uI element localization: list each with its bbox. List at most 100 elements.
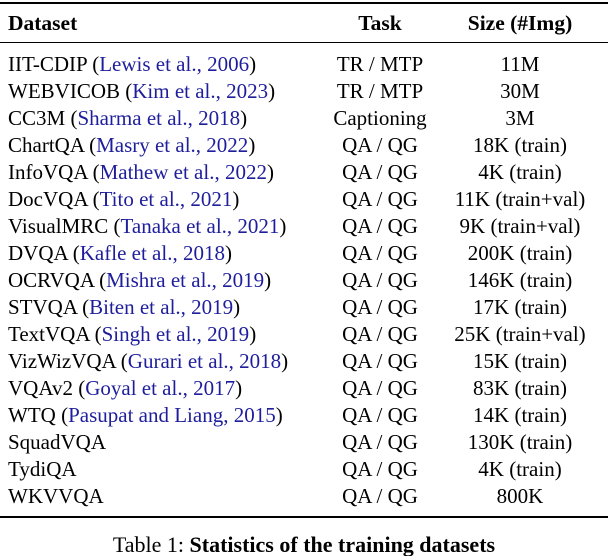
table-row: STVQA (Biten et al., 2019) QA / QG 17K (tr… [0,294,608,321]
dataset-name: OCRVQA [8,268,94,292]
task-cell: QA / QG [342,187,418,211]
dataset-name: IIT-CDIP [8,52,87,76]
citation-link[interactable]: Kim et al., 2023 [132,79,269,103]
dataset-cell: TextVQA (Singh et al., 2019) [8,322,257,346]
size-cell: 4K (train) [478,160,562,184]
table-row: VizWizVQA (Gurari et al., 2018) QA / QG 15… [0,348,608,375]
dataset-name: InfoVQA [8,160,88,184]
dataset-cell: STVQA (Biten et al., 2019) [8,295,241,319]
task-cell: QA / QG [342,457,418,481]
column-header-dataset: Dataset [0,3,328,43]
table-body: IIT-CDIP (Lewis et al., 2006) TR / MTP 11M… [0,43,608,518]
table-row: SquadVQA QA / QG 130K (train) [0,429,608,456]
citation-link[interactable]: Tanaka et al., 2021 [120,214,280,238]
citation-link[interactable]: Sharma et al., 2018 [77,106,241,130]
citation-link[interactable]: Mathew et al., 2022 [99,160,267,184]
dataset-name: VQAv2 [8,376,73,400]
size-cell: 11K (train+val) [454,187,586,211]
table-row: TydiQA QA / QG 4K (train) [0,456,608,483]
task-cell: QA / QG [342,241,418,265]
table-row: VQAv2 (Goyal et al., 2017) QA / QG 83K (tr… [0,375,608,402]
dataset-name: WTQ [8,403,56,427]
dataset-cell: InfoVQA (Mathew et al., 2022) [8,160,274,184]
table-row: TextVQA (Singh et al., 2019) QA / QG 25K (… [0,321,608,348]
task-cell: QA / QG [342,160,418,184]
citation-link[interactable]: Singh et al., 2019 [101,322,250,346]
column-header-size: Size (#Img) [432,3,608,43]
dataset-name: DVQA [8,241,68,265]
citation-link[interactable]: Biten et al., 2019 [89,295,234,319]
task-cell: QA / QG [342,295,418,319]
citation-link[interactable]: Lewis et al., 2006 [99,52,250,76]
task-cell: QA / QG [342,268,418,292]
caption-title: Statistics of the training datasets [189,532,496,556]
dataset-name: STVQA [8,295,77,319]
task-cell: QA / QG [342,349,418,373]
dataset-cell: VisualMRC (Tanaka et al., 2021) [8,214,287,238]
citation-link[interactable]: Gurari et al., 2018 [127,349,282,373]
size-cell: 25K (train+val) [454,322,586,346]
table-row: OCRVQA (Mishra et al., 2019) QA / QG 146K … [0,267,608,294]
dataset-cell: TydiQA [0,456,328,483]
dataset-cell: ChartQA (Masry et al., 2022) [8,133,256,157]
size-cell: 130K (train) [467,430,573,454]
table-row: DocVQA (Tito et al., 2021) QA / QG 11K (tr… [0,186,608,213]
size-cell: 11M [500,52,540,76]
dataset-name: VizWizVQA [8,349,116,373]
task-cell: QA / QG [342,430,418,454]
size-cell: 4K (train) [478,457,562,481]
dataset-name: TextVQA [8,322,90,346]
task-cell: QA / QG [342,322,418,346]
dataset-cell: CC3M (Sharma et al., 2018) [8,106,248,130]
size-cell: 3M [505,106,535,130]
task-cell: QA / QG [342,376,418,400]
table-caption: Table 1: Statistics of the training data… [0,531,608,556]
table-row: DVQA (Kafle et al., 2018) QA / QG 200K (tr… [0,240,608,267]
size-cell: 17K (train) [473,295,567,319]
dataset-cell: WEBVICOB (Kim et al., 2023) [8,79,276,103]
citation-link[interactable]: Mishra et al., 2019 [106,268,265,292]
task-cell: QA / QG [342,403,418,427]
size-cell: 200K (train) [467,241,573,265]
size-cell: 146K (train) [467,268,573,292]
column-header-task: Task [328,3,432,43]
task-cell: QA / QG [342,484,418,508]
dataset-name: CC3M [8,106,66,130]
dataset-cell: DVQA (Kafle et al., 2018) [8,241,232,265]
caption-prefix: Table 1: [112,532,185,556]
dataset-name: TydiQA [8,457,77,481]
datasets-table: Dataset Task Size (#Img) IIT-CDIP (Lewis… [0,2,608,518]
dataset-name: ChartQA [8,133,84,157]
table-row: WTQ (Pasupat and Liang, 2015) QA / QG 14K … [0,402,608,429]
table-row: IIT-CDIP (Lewis et al., 2006) TR / MTP 11M [0,43,608,79]
dataset-name: DocVQA [8,187,88,211]
task-cell: Captioning [333,106,427,130]
task-cell: TR / MTP [336,79,424,103]
table-row: WKVVQA QA / QG 800K [0,483,608,517]
table-row: VisualMRC (Tanaka et al., 2021) QA / QG 9K… [0,213,608,240]
dataset-cell: WKVVQA [0,483,328,517]
citation-link[interactable]: Pasupat and Liang, 2015 [68,403,276,427]
citation-link[interactable]: Tito et al., 2021 [99,187,233,211]
task-cell: TR / MTP [336,52,424,76]
citation-link[interactable]: Goyal et al., 2017 [85,376,236,400]
table-row: WEBVICOB (Kim et al., 2023) TR / MTP 30M [0,78,608,105]
size-cell: 800K [496,484,544,508]
dataset-cell: OCRVQA (Mishra et al., 2019) [8,268,272,292]
dataset-cell: VizWizVQA (Gurari et al., 2018) [8,349,289,373]
size-cell: 18K (train) [473,133,567,157]
dataset-cell: DocVQA (Tito et al., 2021) [8,187,240,211]
size-cell: 9K (train+val) [459,214,581,238]
size-cell: 15K (train) [473,349,567,373]
table-row: ChartQA (Masry et al., 2022) QA / QG 18K (… [0,132,608,159]
header-row: Dataset Task Size (#Img) [0,3,608,43]
table-row: InfoVQA (Mathew et al., 2022) QA / QG 4K (… [0,159,608,186]
citation-link[interactable]: Masry et al., 2022 [96,133,249,157]
table-row: CC3M (Sharma et al., 2018) Captioning 3M [0,105,608,132]
dataset-name: WEBVICOB [8,79,120,103]
task-cell: QA / QG [342,133,418,157]
citation-link[interactable]: Kafle et al., 2018 [79,241,225,265]
dataset-cell: IIT-CDIP (Lewis et al., 2006) [8,52,257,76]
dataset-name: SquadVQA [8,430,106,454]
